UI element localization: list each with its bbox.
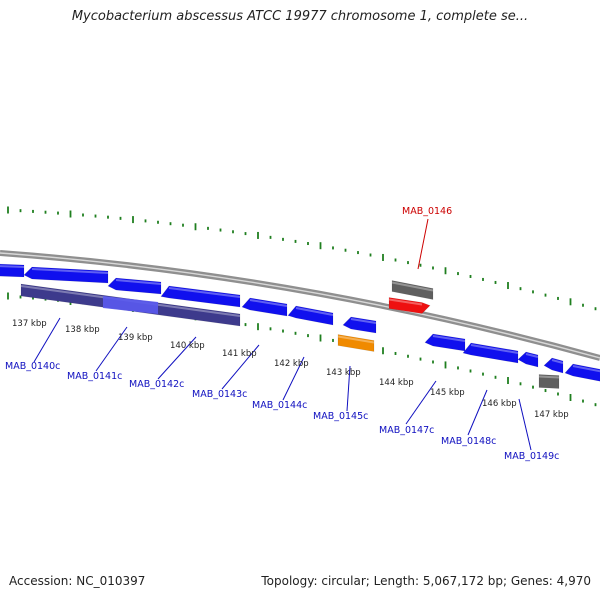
gene-gray — [391, 280, 434, 300]
gene-arrow — [241, 297, 288, 317]
gene-arrow — [564, 363, 600, 382]
scale-label: 140 kbp — [170, 341, 205, 351]
gene-labels: MAB_0140c MAB_0141c MAB_0142c MAB_0143c MAB_… — [5, 206, 559, 462]
scale-label: 142 kbp — [274, 359, 309, 369]
gene-arrow-sheen — [249, 299, 288, 307]
gene-arrow-sheen — [115, 279, 162, 285]
gene-arrow-sheen — [572, 365, 600, 373]
gene-arrow-sheen — [168, 287, 241, 298]
gene-label-mab_0149c[interactable]: MAB_0149c — [504, 451, 559, 462]
gene-arrow-sheen — [0, 265, 25, 268]
gene-arrow — [0, 263, 25, 278]
gene-label-mab_0147c[interactable]: MAB_0147c — [379, 425, 434, 436]
label-leader-line — [346, 365, 351, 412]
gene-arrow — [462, 342, 519, 364]
scale-label: 138 kbp — [65, 325, 100, 335]
gene-label-mab_0146[interactable]: MAB_0146 — [402, 206, 452, 217]
gene-arrow — [424, 333, 466, 352]
gene-gray-sheen — [391, 281, 434, 292]
gene-orange-sheen — [337, 335, 375, 344]
gene-arrow-sheen — [295, 307, 334, 316]
chromosome-backbone — [0, 250, 600, 361]
gene-arrow — [517, 351, 539, 368]
gene-orange — [337, 334, 375, 352]
topology-summary: Topology: circular; Length: 5,067,172 bp… — [261, 574, 591, 588]
label-leader-line — [467, 389, 488, 436]
label-leader-line — [95, 326, 128, 372]
scale-label: 137 kbp — [12, 319, 47, 329]
gene-arrow-sheen — [350, 318, 377, 324]
label-leader-line — [282, 356, 305, 401]
gene-arrow — [342, 316, 377, 334]
gene-label-mab_0145c[interactable]: MAB_0145c — [313, 411, 368, 422]
map-title: Mycobacterium abscessus ATCC 19977 chrom… — [71, 9, 529, 24]
gene-arrow-sheen — [551, 359, 564, 364]
gene-arrow-sheen — [31, 268, 109, 274]
gene-arrow — [160, 285, 241, 308]
gene-arrow-sheen — [525, 353, 539, 358]
scale-label: 147 kbp — [534, 410, 569, 420]
gene-red-sheen — [388, 298, 423, 306]
gene-label-mab_0143c[interactable]: MAB_0143c — [192, 389, 247, 400]
gene-arrow — [543, 357, 564, 374]
scale-label: 141 kbp — [222, 349, 257, 359]
label-leader-line — [157, 336, 197, 380]
gene-features — [0, 263, 600, 389]
gene-arrow — [107, 277, 162, 295]
label-leader-line — [221, 344, 260, 390]
scale-label: 145 kbp — [430, 388, 465, 398]
gene-label-mab_0142c[interactable]: MAB_0142c — [129, 379, 184, 390]
scale-labels: 137 kbp 138 kbp 139 kbp 140 kbp 141 kbp 142 k… — [12, 319, 569, 420]
gene-arrow-sheen — [432, 335, 466, 342]
scale-label: 146 kbp — [482, 399, 517, 409]
cds-highlight — [103, 296, 158, 314]
label-leaders — [33, 218, 532, 451]
gene-gray — [538, 374, 560, 389]
gene-arrow-sheen — [470, 344, 519, 354]
scale-label: 143 kbp — [326, 368, 361, 378]
gene-label-mab_0141c[interactable]: MAB_0141c — [67, 371, 122, 382]
gene-arrow — [287, 305, 334, 326]
scale-label: 144 kbp — [379, 378, 414, 388]
label-leader-line — [417, 218, 429, 270]
gene-arrow — [23, 266, 109, 284]
scale-label: 139 kbp — [118, 333, 153, 343]
label-leader-line — [405, 380, 437, 425]
label-leader-line — [518, 398, 532, 451]
gene-label-mab_0140c[interactable]: MAB_0140c — [5, 361, 60, 372]
gene-gray-sheen — [538, 375, 560, 379]
accession-text: Accession: NC_010397 — [9, 574, 146, 588]
backbone-inner — [0, 252, 600, 359]
label-leader-line — [33, 317, 61, 363]
gene-label-mab_0148c[interactable]: MAB_0148c — [441, 436, 496, 447]
gene-red — [388, 297, 431, 314]
gene-label-mab_0144c[interactable]: MAB_0144c — [252, 400, 307, 411]
